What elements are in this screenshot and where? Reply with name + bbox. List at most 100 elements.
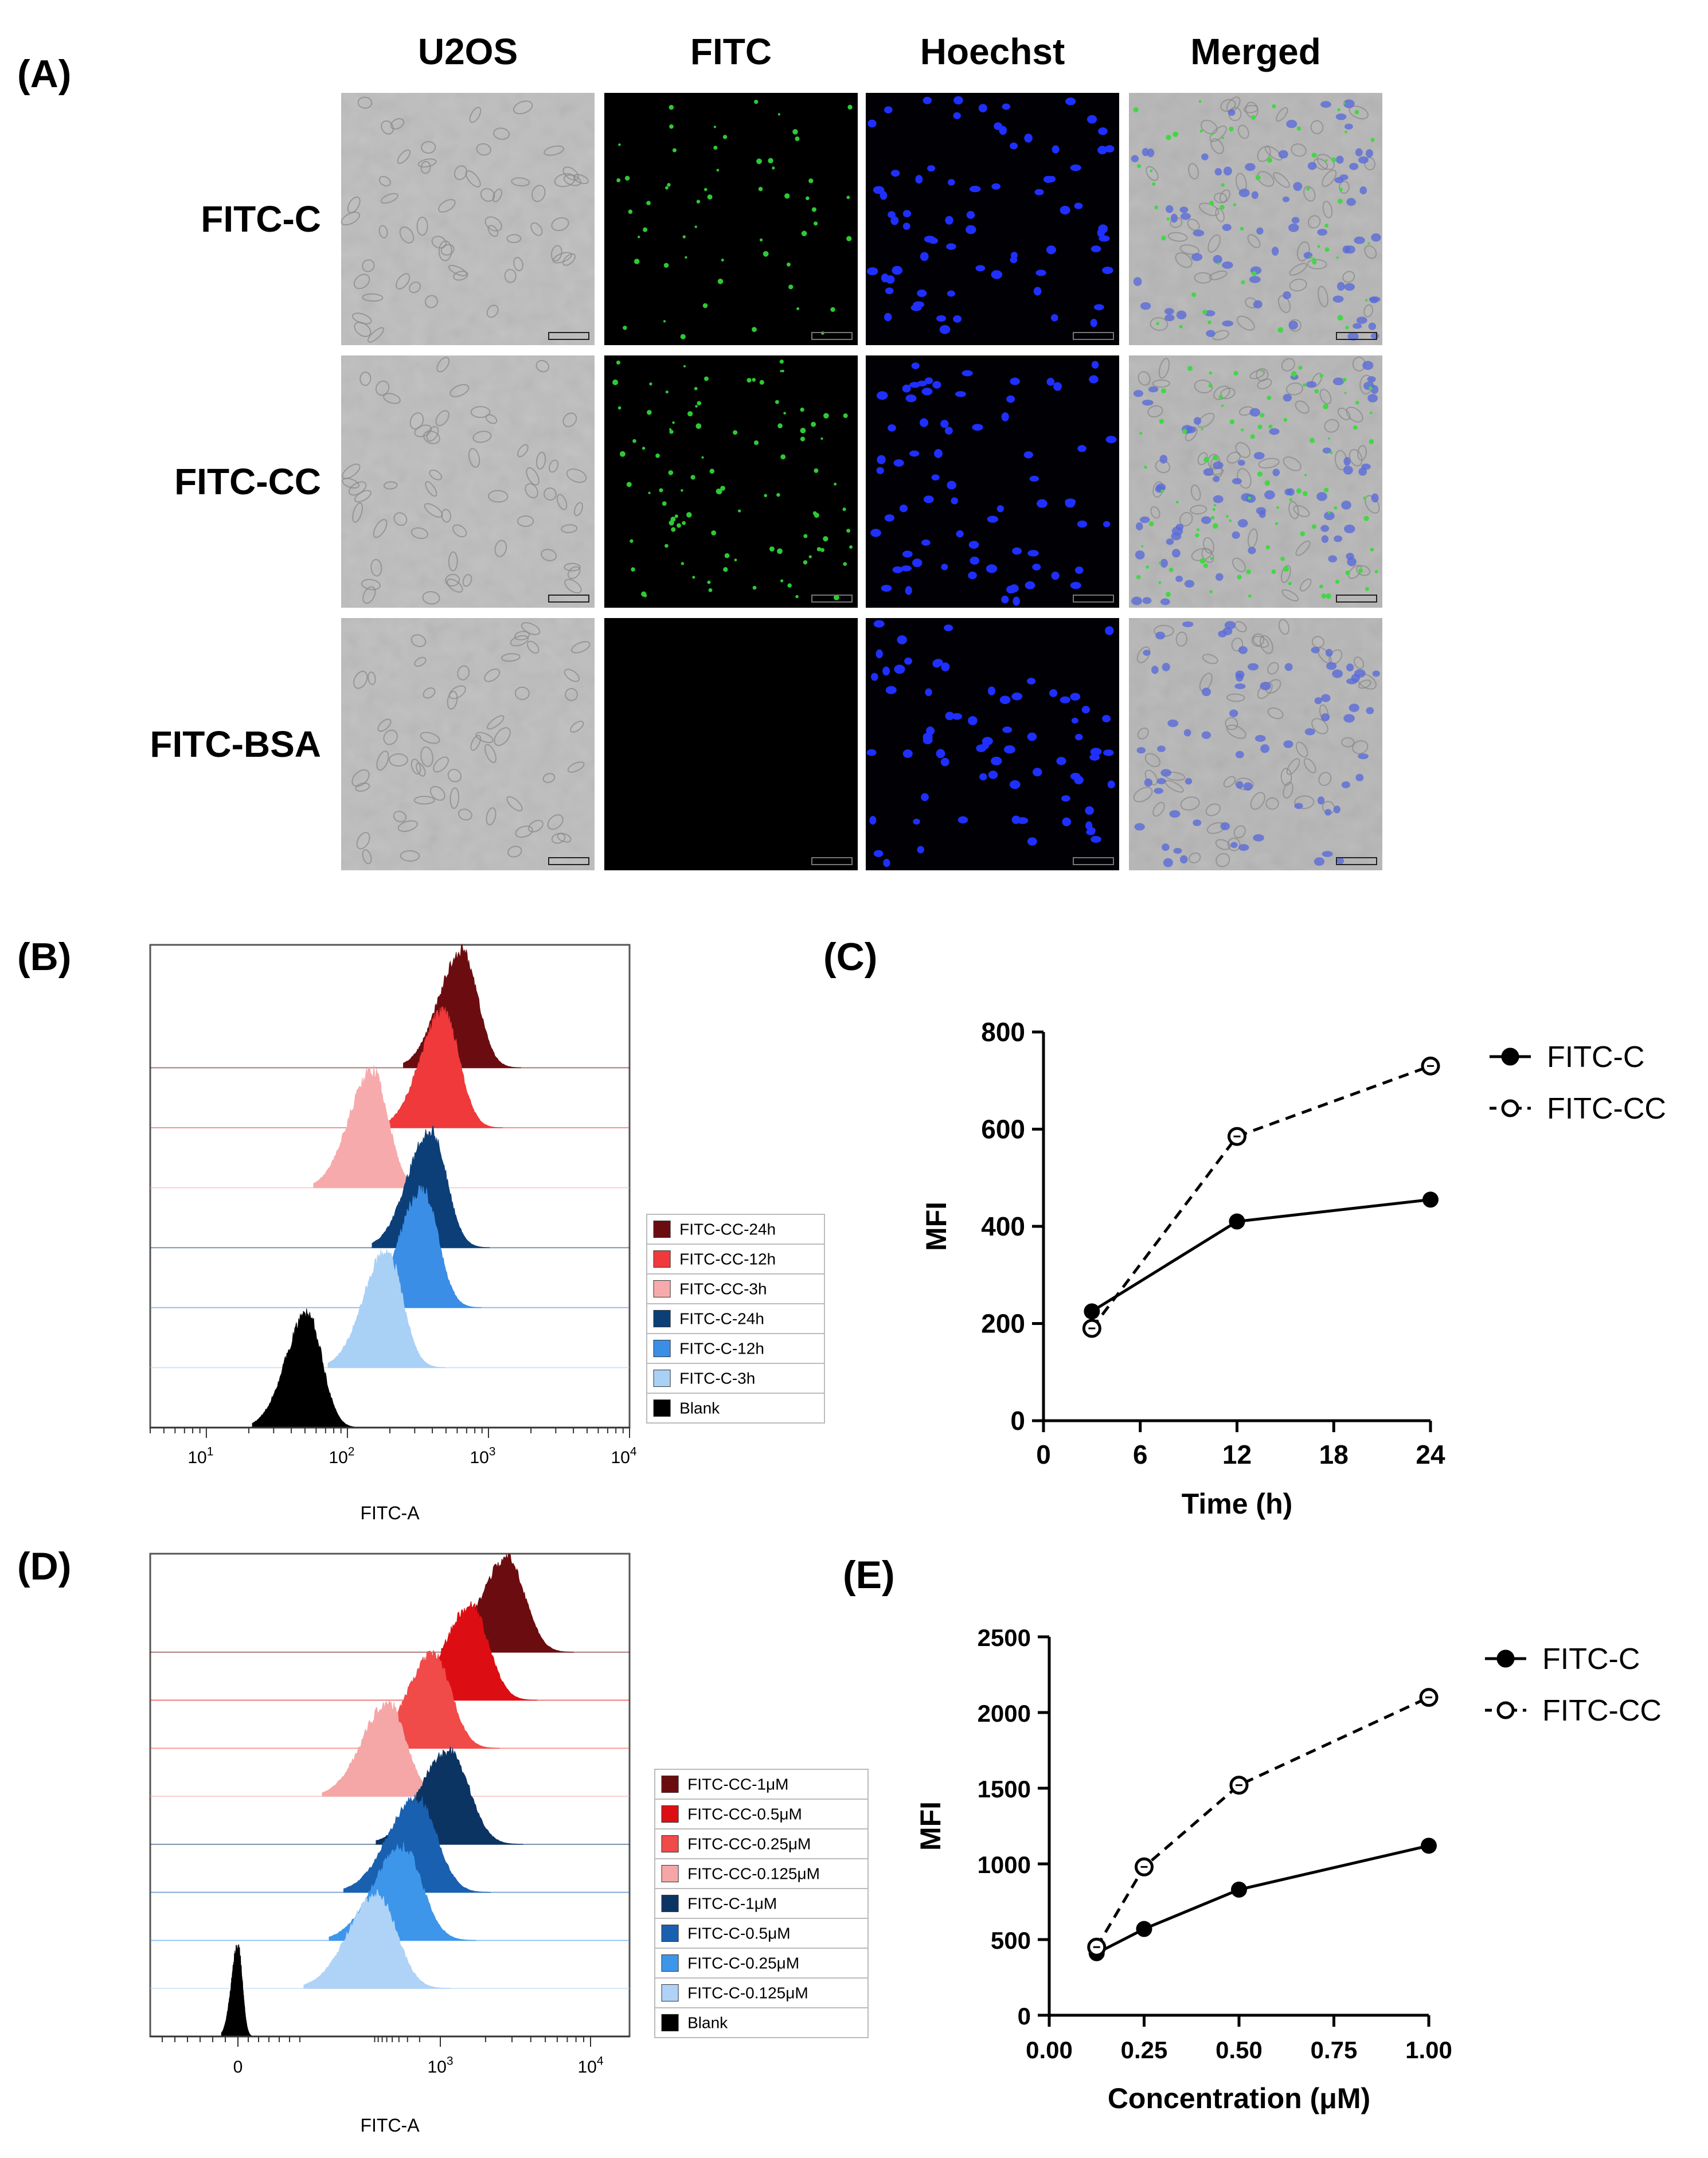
fitc-dot xyxy=(1338,198,1343,204)
cell-outline xyxy=(1136,646,1151,663)
cell-outline xyxy=(1235,442,1251,458)
fitc-dot xyxy=(1260,413,1265,418)
data-point xyxy=(1421,1838,1437,1854)
micrograph-texture xyxy=(1129,618,1382,870)
fitc-dot xyxy=(695,405,698,408)
fitc-dot xyxy=(671,527,676,532)
cell-outline xyxy=(556,494,568,510)
fitc-dot xyxy=(695,423,702,429)
nucleus xyxy=(1184,580,1195,588)
cell-outline xyxy=(1212,330,1229,341)
nucleus xyxy=(905,394,917,402)
cell-outline xyxy=(1202,654,1218,664)
fitc-dot xyxy=(1213,503,1217,507)
fitc-dot xyxy=(1276,506,1280,509)
fitc-dot xyxy=(1324,224,1329,228)
fitc-dot xyxy=(1241,280,1245,284)
fitc-dot xyxy=(669,428,672,431)
nucleus xyxy=(911,362,920,369)
cell-outline xyxy=(397,820,418,832)
nucleus xyxy=(870,529,881,537)
x-tick-label: 103 xyxy=(470,1445,495,1468)
data-point xyxy=(1136,1921,1152,1937)
legend-label: FITC-CC xyxy=(1547,1092,1666,1125)
legend-label: FITC-C-0.125μM xyxy=(687,1984,808,2001)
cell-outline xyxy=(1209,126,1227,142)
fitc-dot xyxy=(1268,424,1273,429)
legend-label: FITC-C-1μM xyxy=(687,1894,777,1912)
cell-outline xyxy=(1295,540,1311,556)
fitc-dot xyxy=(1248,496,1252,500)
fitc-dot xyxy=(694,225,697,228)
fitc-dot xyxy=(665,186,669,190)
fitc-dot xyxy=(769,546,775,552)
nucleus xyxy=(1105,626,1114,635)
nucleus xyxy=(1354,236,1365,244)
nucleus xyxy=(1160,558,1168,568)
nucleus xyxy=(1349,163,1359,170)
nucleus xyxy=(892,566,903,573)
cell-outline xyxy=(1223,776,1236,788)
nucleus xyxy=(1070,581,1081,589)
fitc-dot xyxy=(1210,132,1214,136)
legend-label: FITC-C-24h xyxy=(679,1309,764,1327)
fitc-dot xyxy=(1191,292,1197,298)
x-axis-label: FITC-A xyxy=(360,1503,420,1523)
nucleus xyxy=(1245,163,1256,171)
nucleus xyxy=(1006,395,1015,403)
fitc-dot xyxy=(1209,201,1214,206)
nucleus xyxy=(928,237,939,244)
nucleus xyxy=(1056,757,1066,765)
nucleus xyxy=(881,584,892,592)
nucleus xyxy=(1343,99,1355,108)
nucleus xyxy=(902,550,913,558)
nucleus xyxy=(951,497,959,505)
cell-outline xyxy=(423,687,436,699)
nucleus xyxy=(1317,796,1325,805)
cell-outline xyxy=(1180,796,1200,811)
nucleus xyxy=(1355,148,1363,157)
fitc-dot xyxy=(752,585,757,590)
nucleus xyxy=(1062,817,1072,827)
fitc-dot xyxy=(1198,100,1202,103)
nucleus xyxy=(917,380,927,387)
cell-outline xyxy=(356,832,370,850)
cell-outline xyxy=(1364,245,1377,259)
cell-outline xyxy=(544,145,565,156)
fitc-dot xyxy=(768,158,773,164)
fitc-dot xyxy=(1221,404,1224,408)
nucleus xyxy=(913,301,925,308)
column-header: U2OS xyxy=(418,31,518,72)
nucleus xyxy=(1011,692,1023,701)
nucleus xyxy=(1032,564,1041,570)
fitc-dot xyxy=(1221,136,1224,139)
fitc-dot xyxy=(834,482,837,486)
cell-outline xyxy=(1257,171,1275,187)
cell-outline xyxy=(383,393,401,404)
fitc-dot xyxy=(682,521,686,525)
fitc-dot xyxy=(1283,566,1289,572)
cell-outline xyxy=(383,481,398,490)
nucleus xyxy=(912,558,923,568)
nucleus xyxy=(1347,557,1357,566)
fitc-dot xyxy=(1354,110,1359,115)
cell-outline xyxy=(1356,565,1370,576)
nucleus xyxy=(1027,550,1039,557)
micrograph-texture xyxy=(341,618,595,870)
nucleus xyxy=(909,450,920,457)
fitc-dot xyxy=(1296,488,1302,494)
nucleus xyxy=(876,649,883,659)
nucleus xyxy=(1320,101,1331,108)
nucleus xyxy=(1033,287,1042,296)
cell-outline xyxy=(447,690,458,710)
cell-outline xyxy=(396,273,411,290)
nucleus xyxy=(969,186,981,193)
fitc-dot xyxy=(648,491,651,494)
fitc-dot xyxy=(1324,247,1330,252)
nucleus xyxy=(1091,245,1101,253)
nucleus xyxy=(1371,493,1379,503)
nucleus xyxy=(978,104,987,112)
fitc-dot xyxy=(1317,245,1320,248)
nucleus xyxy=(1332,377,1344,386)
nucleus xyxy=(932,381,941,389)
